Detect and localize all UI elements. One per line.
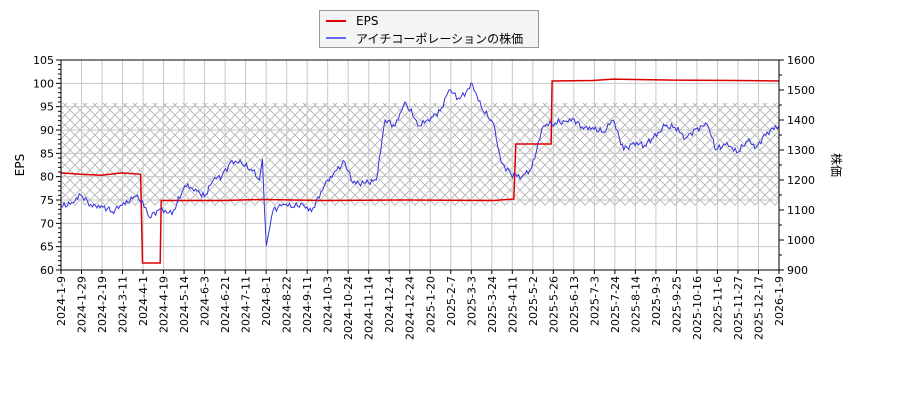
x-tick-label: 2024-12-24 [404, 276, 417, 340]
x-tick-label: 2024-1-9 [55, 276, 68, 326]
x-tick-label: 2025-4-11 [506, 276, 519, 333]
right-tick-label: 1300 [787, 144, 815, 157]
x-tick-label: 2024-10-3 [322, 276, 335, 333]
eps-line [61, 78, 779, 264]
x-axis: 2024-1-9 2024-1-29 2024-2-19 2024-3-11 2024-… [55, 270, 786, 340]
left-tick-label: 75 [40, 194, 54, 207]
left-tick-label: 80 [40, 171, 54, 184]
x-tick-label: 2025-5-2 [527, 276, 540, 326]
legend-swatch-price [326, 37, 346, 39]
right-y-axis: 900 1000 1100 1200 1300 1400 1500 1600 [779, 54, 815, 277]
left-tick-label: 90 [40, 124, 54, 137]
x-tick-label: 2024-7-11 [240, 276, 253, 333]
left-tick-label: 105 [33, 54, 54, 67]
x-tick-label: 2024-8-22 [281, 276, 294, 333]
stock-price-line [61, 82, 779, 247]
x-tick-label: 2026-1-9 [773, 276, 786, 326]
legend-item-price: アイチコーポレーションの株価 [326, 30, 523, 46]
right-tick-label: 1400 [787, 114, 815, 127]
x-tick-label: 2024-6-3 [199, 276, 212, 326]
x-tick-label: 2025-10-16 [691, 276, 704, 340]
x-tick-label: 2024-6-21 [219, 276, 232, 333]
x-tick-label: 2025-2-7 [445, 276, 458, 326]
x-tick-label: 2024-1-29 [76, 276, 89, 333]
x-tick-label: 2025-5-26 [547, 276, 560, 333]
x-tick-label: 2024-10-24 [342, 276, 355, 340]
left-tick-label: 100 [33, 77, 54, 90]
x-tick-label: 2025-7-3 [588, 276, 601, 326]
x-tick-label: 2024-3-11 [117, 276, 130, 333]
left-y-axis: 60 65 70 75 80 85 90 95 100 105 [33, 54, 61, 277]
hatched-range-band [61, 102, 779, 206]
x-tick-label: 2025-7-24 [609, 276, 622, 333]
left-tick-label: 65 [40, 241, 54, 254]
x-tick-label: 2024-12-4 [383, 276, 396, 333]
x-tick-label: 2024-9-11 [301, 276, 314, 333]
left-tick-label: 85 [40, 147, 54, 160]
x-tick-label: 2025-11-27 [732, 276, 745, 340]
x-tick-label: 2024-4-19 [158, 276, 171, 333]
x-tick-label: 2024-4-1 [137, 276, 150, 326]
left-axis-title: EPS [13, 154, 27, 176]
legend-item-eps: EPS [326, 13, 378, 29]
right-axis-title: 株価 [829, 153, 844, 177]
legend-label-price: アイチコーポレーションの株価 [356, 31, 524, 46]
grid-lines [60, 59, 780, 271]
x-tick-label: 2024-11-14 [363, 276, 376, 340]
x-tick-label: 2025-1-20 [424, 276, 437, 333]
series-layer [61, 78, 779, 264]
legend: EPS アイチコーポレーションの株価 [319, 10, 539, 48]
x-tick-label: 2024-8-1 [260, 276, 273, 326]
x-tick-label: 2025-12-17 [752, 276, 765, 340]
left-tick-label: 70 [40, 217, 54, 230]
right-tick-label: 1200 [787, 174, 815, 187]
legend-label-eps: EPS [356, 14, 379, 28]
right-tick-label: 1600 [787, 54, 815, 67]
right-tick-label: 1100 [787, 204, 815, 217]
x-tick-label: 2025-3-3 [465, 276, 478, 326]
left-tick-label: 95 [40, 101, 54, 114]
x-tick-label: 2025-6-13 [568, 276, 581, 333]
x-tick-label: 2025-9-25 [670, 276, 683, 333]
x-tick-label: 2025-3-24 [486, 276, 499, 333]
right-tick-label: 1000 [787, 234, 815, 247]
x-tick-label: 2025-8-14 [629, 276, 642, 333]
x-tick-label: 2025-11-6 [711, 276, 724, 333]
x-tick-label: 2024-2-19 [96, 276, 109, 333]
x-tick-label: 2025-9-3 [650, 276, 663, 326]
right-tick-label: 900 [787, 264, 808, 277]
legend-swatch-eps [326, 20, 346, 22]
x-tick-label: 2024-5-14 [178, 276, 191, 333]
right-tick-label: 1500 [787, 84, 815, 97]
left-tick-label: 60 [40, 264, 54, 277]
